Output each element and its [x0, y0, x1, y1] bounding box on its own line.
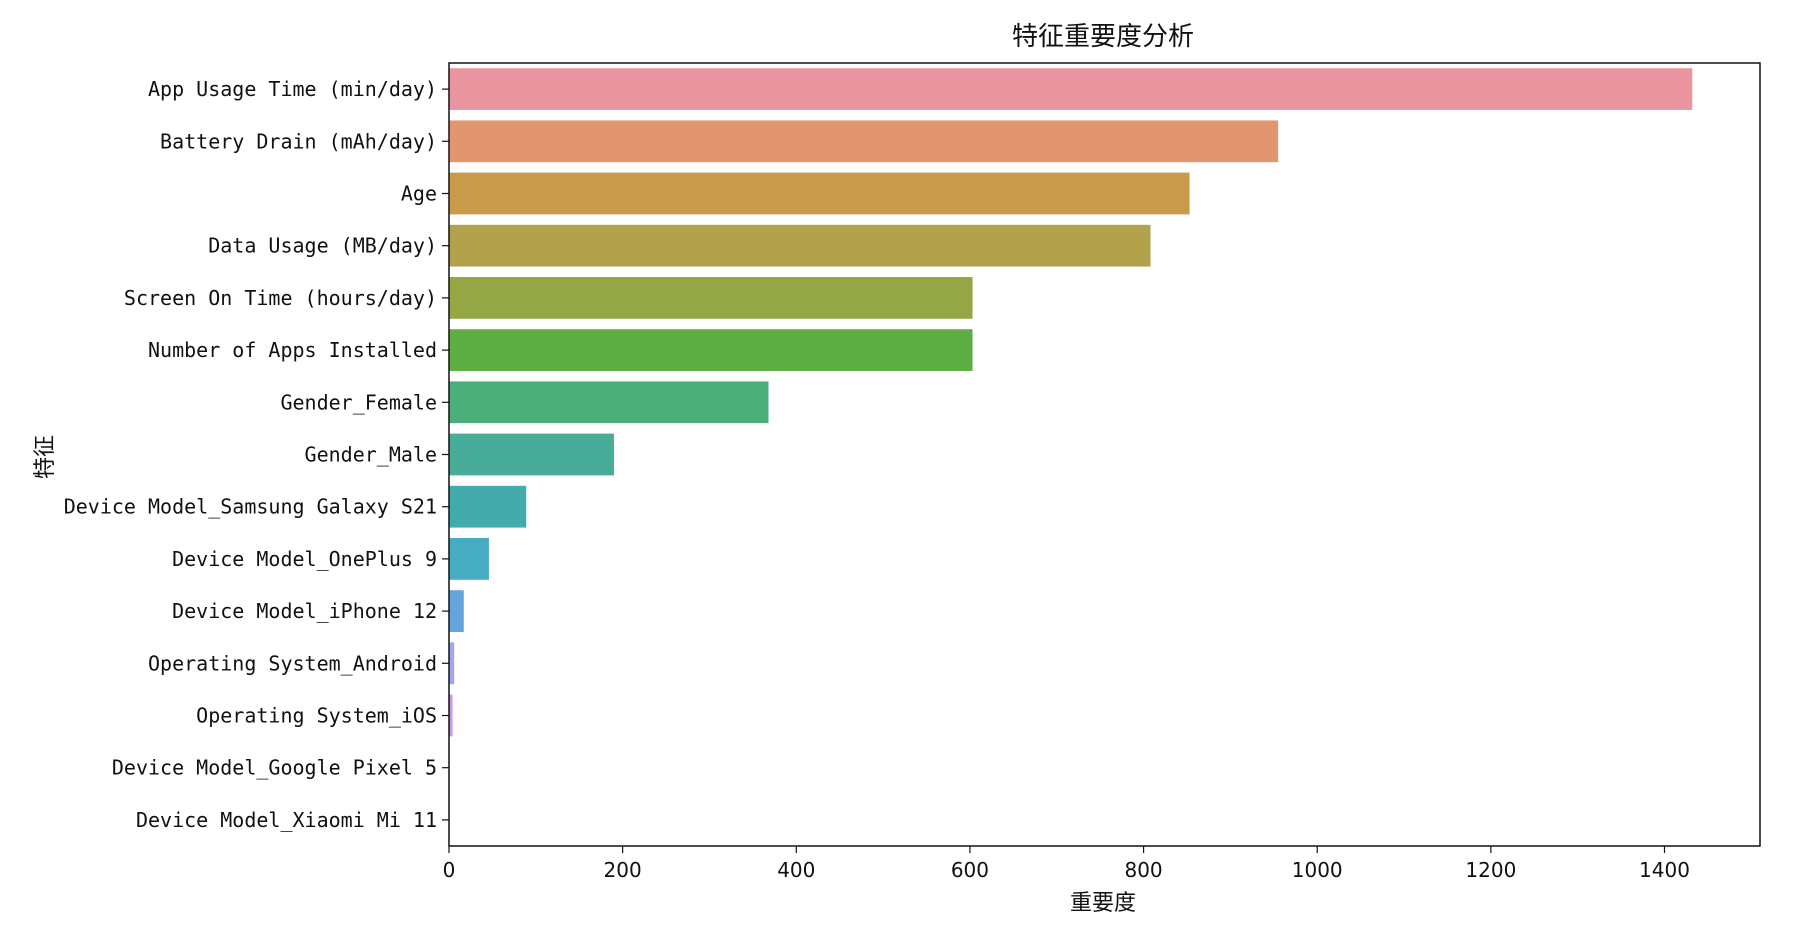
- y-tick-label-10: Device Model_iPhone 12: [172, 599, 437, 623]
- y-tick-label-6: Gender_Female: [280, 390, 437, 414]
- bars-group: [449, 68, 1693, 737]
- bar-8: [449, 485, 527, 528]
- y-tick-label-2: Age: [401, 182, 437, 206]
- bar-1: [449, 120, 1279, 163]
- bar-11: [449, 642, 455, 685]
- y-tick-label-11: Operating System_Android: [148, 651, 437, 675]
- y-tick-label-14: Device Model_Xiaomi Mi 11: [136, 808, 437, 832]
- bar-5: [449, 329, 973, 371]
- x-tick-label-0: 0: [443, 858, 456, 882]
- y-tick-label-0: App Usage Time (min/day): [148, 77, 437, 101]
- bar-3: [449, 224, 1151, 267]
- bar-9: [449, 538, 489, 580]
- x-tick-label-3: 600: [951, 858, 989, 882]
- x-tick-label-4: 800: [1124, 858, 1162, 882]
- y-tick-label-9: Device Model_OnePlus 9: [172, 547, 437, 571]
- plot-frame: [448, 62, 1761, 847]
- y-tick-label-3: Data Usage (MB/day): [208, 234, 437, 258]
- x-tick-label-2: 400: [777, 858, 815, 882]
- bar-4: [449, 277, 973, 319]
- bar-6: [449, 381, 769, 424]
- bar-12: [449, 694, 453, 737]
- y-tick-label-5: Number of Apps Installed: [148, 338, 437, 362]
- x-ticks-group: 0 200 400 600 800 1000 1200 1400: [443, 846, 1690, 882]
- y-axis-label: 特征: [33, 435, 58, 479]
- bar-7: [449, 433, 614, 476]
- y-tick-label-7: Gender_Male: [305, 443, 437, 467]
- x-tick-label-7: 1400: [1639, 858, 1690, 882]
- x-axis-label: 重要度: [1070, 891, 1136, 916]
- y-tick-label-1: Battery Drain (mAh/day): [160, 129, 437, 153]
- y-ticks-group: App Usage Time (min/day) Battery Drain (m…: [64, 77, 449, 832]
- y-tick-label-12: Operating System_iOS: [196, 704, 437, 728]
- y-tick-label-4: Screen On Time (hours/day): [124, 286, 437, 310]
- x-tick-label-1: 200: [604, 858, 642, 882]
- bar-10: [449, 590, 464, 632]
- y-tick-label-8: Device Model_Samsung Galaxy S21: [64, 495, 437, 519]
- x-tick-label-6: 1200: [1465, 858, 1516, 882]
- y-tick-label-13: Device Model_Google Pixel 5: [112, 756, 437, 780]
- chart-title: 特征重要度分析: [1012, 22, 1194, 52]
- bar-2: [449, 172, 1190, 215]
- bar-0: [449, 68, 1693, 110]
- x-tick-label-5: 1000: [1292, 858, 1343, 882]
